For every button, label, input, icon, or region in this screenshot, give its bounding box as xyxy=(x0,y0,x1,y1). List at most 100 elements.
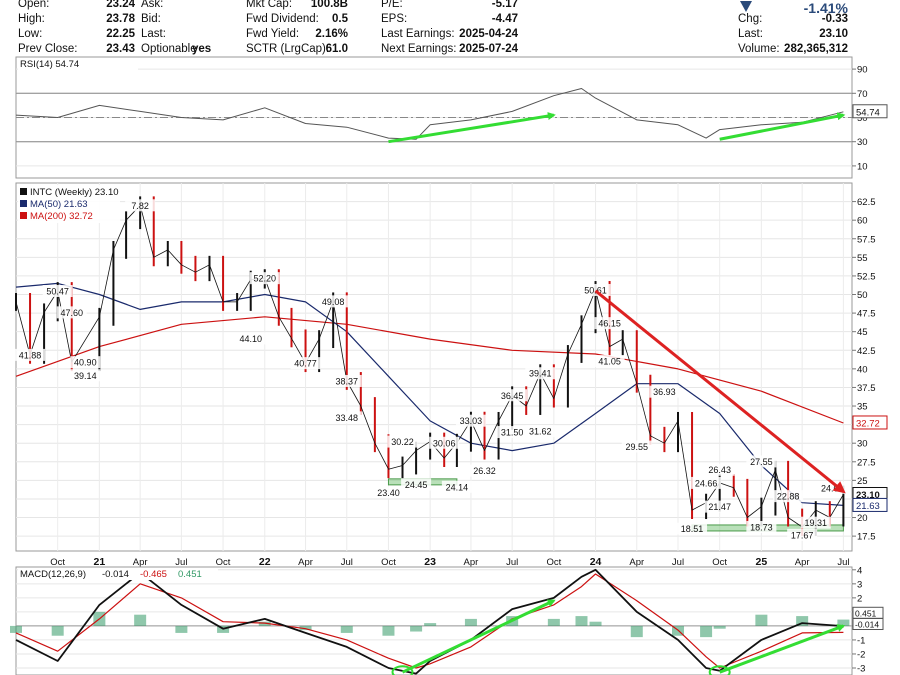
price-data-label: 29.55 xyxy=(626,442,649,452)
macd-histogram-bar xyxy=(575,616,588,626)
price-data-label: 50.61 xyxy=(584,285,607,295)
col2-label-2: Last: xyxy=(141,28,166,40)
price-data-label-bg xyxy=(56,306,87,319)
price-data-label-bg xyxy=(594,317,625,330)
price-data-label: 26.43 xyxy=(708,465,731,475)
price-data-label: 36.93 xyxy=(653,387,676,397)
price-data-label-bg xyxy=(429,436,460,449)
macd-trend-arrow xyxy=(401,599,556,674)
col3-value-3: 61.0 xyxy=(325,43,348,55)
rsi-last-value: 54.74 xyxy=(856,107,880,118)
price-data-label-bg xyxy=(787,528,818,541)
x-tick-label: Apr xyxy=(133,557,148,568)
price-legend-item: MA(50) 21.63 xyxy=(30,199,88,210)
col3-label-3: SCTR (LrgCap): xyxy=(246,43,330,55)
price-data-label: 30.06 xyxy=(433,438,456,448)
col4-label-2: Last Earnings: xyxy=(381,28,455,40)
macd-axis-badge xyxy=(852,618,884,631)
x-tick-label: Apr xyxy=(298,557,313,568)
price-data-label-bg xyxy=(235,332,266,345)
x-tick-label: Jul xyxy=(672,557,684,568)
price-data-label-bg xyxy=(455,414,486,427)
price-data-label: 27.55 xyxy=(750,457,773,467)
price-data-label-bg xyxy=(800,516,831,529)
price-data-label: 22.88 xyxy=(777,492,800,502)
col5-value-2: 282,365,312 xyxy=(784,43,848,55)
macd-histogram-bar xyxy=(299,625,312,631)
price-y-tick-label: 45 xyxy=(857,327,868,338)
macd-histogram-bar xyxy=(713,625,726,629)
x-tick-label: Jul xyxy=(506,557,518,568)
price-data-label: 52.20 xyxy=(253,274,276,284)
price-legend-item: INTC (Weekly) 23.10 xyxy=(30,187,119,198)
ma50-line xyxy=(15,282,844,506)
price-data-label-bg xyxy=(691,476,722,489)
price-data-label-bg xyxy=(773,490,804,503)
price-y-tick-label: 60 xyxy=(857,216,868,227)
price-data-label-bg xyxy=(525,425,556,438)
price-data-label: 17.67 xyxy=(791,530,814,540)
macd-histogram-bar xyxy=(796,616,809,626)
price-data-label: 47.60 xyxy=(60,308,83,318)
price-data-label-bg xyxy=(677,522,708,535)
price-legend-bg xyxy=(18,185,120,223)
price-data-label-bg xyxy=(373,486,404,499)
price-y-tick-label: 55 xyxy=(857,253,868,264)
price-data-label: 40.90 xyxy=(74,358,97,368)
rsi-last-badge xyxy=(852,104,888,119)
rsi-legend: RSI(14) 54.74 xyxy=(20,59,79,70)
price-data-label-bg xyxy=(290,357,321,370)
macd-histogram-bar xyxy=(700,625,713,638)
price-data-label: 24.14 xyxy=(446,482,469,492)
price-data-label: 50.47 xyxy=(46,287,69,297)
x-tick-label: Apr xyxy=(629,557,644,568)
col1-label-2: Low: xyxy=(18,28,43,40)
price-y-tick-label: 50 xyxy=(857,290,868,301)
col4-value-0: -5.17 xyxy=(491,0,518,10)
price-data-label-bg xyxy=(621,440,652,453)
col2-label-1: Bid: xyxy=(141,13,161,25)
price-y-tick-label: 17.5 xyxy=(857,532,876,543)
col1-label-0: Open: xyxy=(18,0,50,10)
macd-histogram-bar xyxy=(837,619,850,626)
col3-label-1: Fwd Dividend: xyxy=(246,13,319,25)
price-data-label-bg xyxy=(70,369,101,382)
col2-label-3: Optionable xyxy=(141,43,197,55)
price-data-label: 41.88 xyxy=(19,350,42,360)
price-line xyxy=(15,204,844,528)
price-data-label-bg xyxy=(746,455,777,468)
macd-low-circle xyxy=(391,665,414,675)
price-data-label: 18.51 xyxy=(681,524,704,534)
price-data-label: 40.77 xyxy=(294,359,317,369)
macd-y-tick-label: -1 xyxy=(857,635,865,646)
macd-histogram-bar xyxy=(340,625,353,633)
col5-label-0: Chg: xyxy=(738,13,763,25)
macd-histogram-bar xyxy=(755,614,768,626)
rsi-y-tick-label: 70 xyxy=(857,89,868,100)
macd-histogram-bar xyxy=(630,625,643,638)
rsi-line xyxy=(15,88,844,140)
price-data-label: 18.73 xyxy=(750,522,773,532)
col1-value-3: 23.43 xyxy=(106,43,135,55)
price-data-label-bg xyxy=(331,374,362,387)
price-data-label-bg xyxy=(401,478,432,491)
col5-label-1: Last: xyxy=(738,28,763,40)
price-axis-badge-value: 23.10 xyxy=(856,490,880,501)
x-tick-label: 24 xyxy=(590,556,602,568)
x-tick-label: 21 xyxy=(94,556,106,568)
macd-y-tick-label: 2 xyxy=(857,593,862,604)
price-data-label-bg xyxy=(704,463,735,476)
macd-histogram-bar xyxy=(547,618,560,626)
price-data-label-bg xyxy=(525,367,556,380)
price-data-label: 19.31 xyxy=(804,518,827,528)
macd-histogram-bar xyxy=(10,625,22,633)
x-tick-label: 23 xyxy=(424,556,436,568)
col1-value-2: 22.25 xyxy=(106,28,135,40)
price-axis-badge-value: 32.72 xyxy=(856,418,880,429)
price-data-label: 33.48 xyxy=(336,413,359,423)
col1-label-1: High: xyxy=(18,13,45,25)
col2-label-0: Ask: xyxy=(141,0,164,10)
col3-value-1: 0.5 xyxy=(332,13,348,25)
rsi-trend-arrow xyxy=(719,112,846,141)
macd-histogram-bar xyxy=(424,623,437,626)
